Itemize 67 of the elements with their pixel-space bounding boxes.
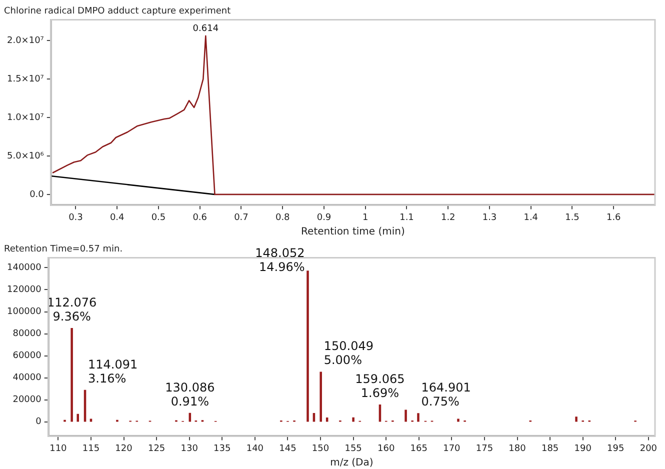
x-tick-label: 175 [476,444,494,454]
y-tick-label: 120000 [6,285,42,296]
x-axis-title: Retention time (min) [301,226,405,238]
x-tick-label: 1 [362,212,368,223]
y-tick-label: 1.5×10⁷ [6,74,44,84]
y-tick-label: 140000 [6,263,42,274]
chart-title: Chlorine radical DMPO adduct capture experiment [4,6,232,17]
x-tick-label: 160 [378,444,395,454]
bar [70,328,73,422]
x-tick-label: 1.6 [606,212,622,223]
bar [404,410,407,422]
x-tick-label: 170 [443,444,461,454]
x-tick-label: 140 [246,444,264,454]
x-tick-label: 155 [344,444,362,454]
x-tick-label: 1.5 [565,212,580,223]
x-tick-label: 0.5 [151,212,166,223]
x-axis-title: m/z (Da) [330,458,374,469]
y-tick-label: 40000 [12,373,42,384]
x-tick-label: 0.3 [68,212,83,223]
x-tick-label: 130 [180,444,198,454]
chart-title: Retention Time=0.57 min. [4,244,123,255]
x-tick-label: 145 [279,444,296,454]
x-tick-label: 180 [508,444,526,454]
annotation: 148.052 14.96% [255,246,305,274]
x-tick-label: 0.8 [275,212,290,223]
bar [352,417,354,422]
x-tick-label: 1.2 [440,212,456,223]
x-tick-label: 150 [312,444,330,454]
annotation: 112.076 9.36% [46,295,97,324]
y-tick-label: 5.0×10⁶ [6,151,44,162]
y-tick-label: 80000 [12,329,42,340]
annotation: 130.086 0.91% [165,380,215,408]
x-tick-label: 110 [50,444,68,454]
x-tick-label: 0.9 [316,212,332,223]
x-tick-label: 1.4 [524,212,538,223]
x-tick-label: 135 [214,444,231,454]
annotation: 164.901 0.75% [421,380,471,409]
y-tick-label: 0 [36,417,42,428]
y-tick-label: 2.0×10⁷ [6,36,44,46]
annotation: 114.091 3.16% [88,357,138,386]
x-tick-label: 190 [574,444,592,454]
x-tick-label: 1.3 [482,212,497,223]
x-tick-label: 0.4 [110,212,125,223]
y-tick-label: 0.0 [30,190,44,200]
x-tick-label: 120 [115,444,133,454]
x-tick-label: 200 [640,444,658,454]
annotation: 150.049 5.00% [324,339,374,368]
annotation: 0.614 [192,24,219,34]
y-tick-label: 20000 [12,395,42,406]
x-tick-label: 1.1 [400,212,414,223]
x-tick-label: 0.7 [234,212,248,223]
x-tick-label: 125 [148,444,166,454]
bar [320,372,322,422]
x-tick-label: 195 [607,444,624,454]
bar [457,418,460,422]
bar [575,416,578,422]
y-tick-label: 1.0×10⁷ [6,112,44,123]
bar [417,413,420,422]
x-tick-label: 115 [82,444,100,454]
y-tick-label: 100000 [6,307,42,318]
x-tick-label: 185 [541,444,559,454]
bar [76,414,79,422]
bar [306,270,309,422]
x-tick-label: 165 [410,444,428,454]
annotation: 159.065 1.69% [355,372,405,400]
x-tick-label: 0.6 [192,212,208,223]
y-tick-label: 60000 [12,351,42,362]
